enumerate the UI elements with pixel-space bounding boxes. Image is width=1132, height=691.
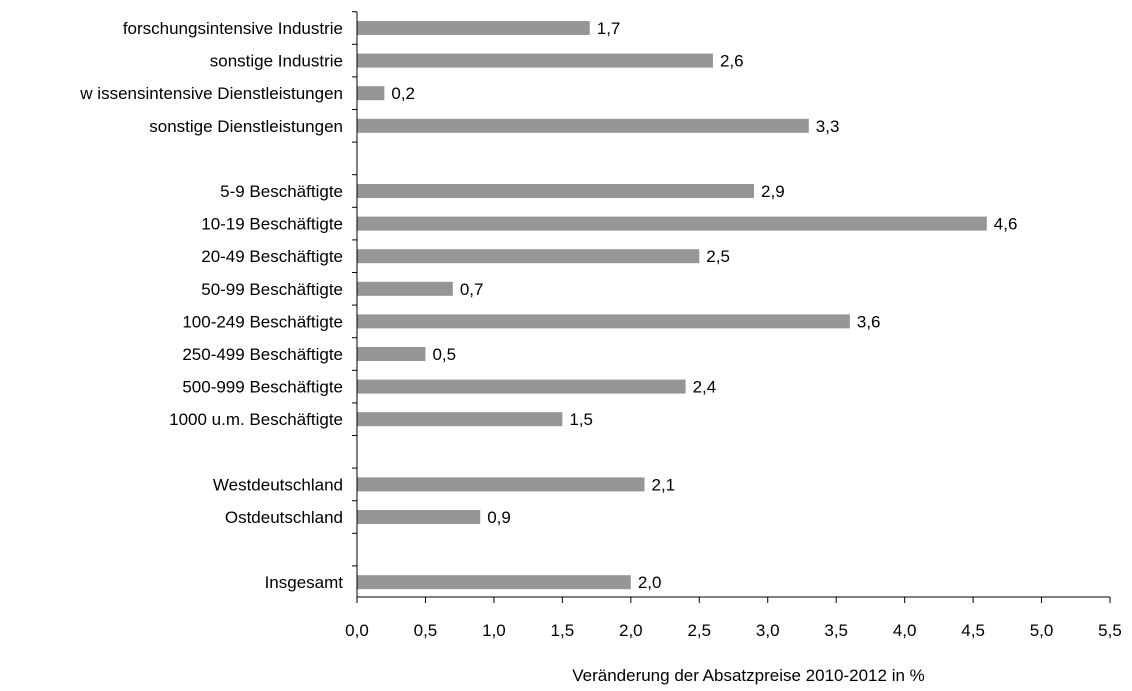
category-label: w issensintensive Dienstleistungen <box>79 84 343 103</box>
data-label: 1,7 <box>597 19 621 38</box>
bar <box>357 412 563 427</box>
x-tick-label: 3,0 <box>756 621 780 640</box>
bar <box>357 249 700 264</box>
x-tick-label: 5,0 <box>1030 621 1054 640</box>
data-label: 3,3 <box>816 117 840 136</box>
x-tick-label: 1,0 <box>482 621 506 640</box>
data-label: 2,1 <box>652 475 676 494</box>
data-label: 2,0 <box>638 573 662 592</box>
bar <box>357 314 850 329</box>
data-label: 3,6 <box>857 312 881 331</box>
x-tick-label: 4,5 <box>961 621 985 640</box>
data-label: 4,6 <box>994 215 1018 234</box>
bar <box>357 379 686 394</box>
data-label: 0,9 <box>487 508 511 527</box>
bar <box>357 477 645 492</box>
category-label: 5-9 Beschäftigte <box>220 182 343 201</box>
data-label: 0,7 <box>460 280 484 299</box>
bar <box>357 510 481 524</box>
bar <box>357 53 713 68</box>
x-tick-label: 2,5 <box>687 621 711 640</box>
bar <box>357 21 590 35</box>
category-label: Westdeutschland <box>213 475 343 494</box>
bar <box>357 281 453 296</box>
bar <box>357 184 755 198</box>
bar <box>357 118 809 133</box>
data-label: 2,6 <box>720 52 744 71</box>
category-label: forschungsintensive Industrie <box>123 19 343 38</box>
category-label: 1000 u.m. Beschäftigte <box>169 410 343 429</box>
category-label: Ostdeutschland <box>225 508 343 527</box>
x-tick-label: 5,5 <box>1098 621 1122 640</box>
data-label: 0,2 <box>391 84 415 103</box>
bars-layer <box>357 21 987 590</box>
x-tick-label: 2,0 <box>619 621 643 640</box>
category-label: 100-249 Beschäftigte <box>182 312 343 331</box>
category-label: 10-19 Beschäftigte <box>201 215 343 234</box>
category-label: sonstige Industrie <box>210 52 343 71</box>
category-label: 50-99 Beschäftigte <box>201 280 343 299</box>
bar <box>357 347 426 361</box>
bar <box>357 216 987 231</box>
x-tick-label: 0,0 <box>345 621 369 640</box>
data-label: 2,4 <box>693 378 717 397</box>
category-label: 250-499 Beschäftigte <box>182 345 343 364</box>
data-label: 0,5 <box>432 345 456 364</box>
category-label: 500-999 Beschäftigte <box>182 378 343 397</box>
x-tick-label: 3,5 <box>824 621 848 640</box>
labels-layer: forschungsintensive Industrie 1,7 sonstige… <box>79 11 1122 640</box>
x-tick-label: 1,5 <box>551 621 575 640</box>
category-label: sonstige Dienstleistungen <box>149 117 343 136</box>
x-tick-label: 4,0 <box>893 621 917 640</box>
x-tick-label: 0,5 <box>414 621 438 640</box>
axes-layer <box>356 12 1110 598</box>
data-label: 2,9 <box>761 182 785 201</box>
category-label: Insgesamt <box>265 573 344 592</box>
category-label: 20-49 Beschäftigte <box>201 247 343 266</box>
x-axis-title: Veränderung der Absatzpreise 2010-2012 i… <box>572 666 925 685</box>
data-label: 2,5 <box>706 247 730 266</box>
data-label: 1,5 <box>569 410 593 429</box>
bar <box>357 86 385 101</box>
bar <box>357 575 631 590</box>
